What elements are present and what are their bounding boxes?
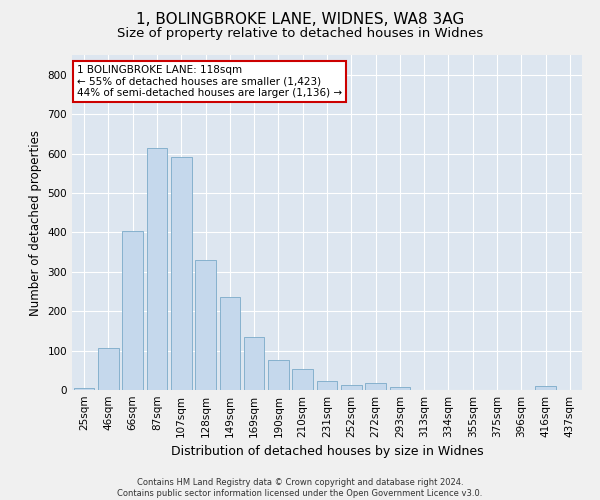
Bar [389,387,410,390]
Bar [317,380,337,390]
Bar [74,388,94,390]
Text: Contains HM Land Registry data © Crown copyright and database right 2024.
Contai: Contains HM Land Registry data © Crown c… [118,478,482,498]
Bar [122,231,143,390]
Bar [244,337,265,390]
Text: 1, BOLINGBROKE LANE, WIDNES, WA8 3AG: 1, BOLINGBROKE LANE, WIDNES, WA8 3AG [136,12,464,28]
X-axis label: Distribution of detached houses by size in Widnes: Distribution of detached houses by size … [170,446,484,458]
Bar [98,348,119,390]
Bar [341,385,362,390]
Text: Size of property relative to detached houses in Widnes: Size of property relative to detached ho… [117,28,483,40]
Bar [195,260,216,390]
Bar [268,360,289,390]
Bar [365,384,386,390]
Bar [171,157,191,390]
Text: 1 BOLINGBROKE LANE: 118sqm
← 55% of detached houses are smaller (1,423)
44% of s: 1 BOLINGBROKE LANE: 118sqm ← 55% of deta… [77,65,342,98]
Bar [220,296,240,390]
Bar [535,386,556,390]
Y-axis label: Number of detached properties: Number of detached properties [29,130,42,316]
Bar [292,369,313,390]
Bar [146,148,167,390]
